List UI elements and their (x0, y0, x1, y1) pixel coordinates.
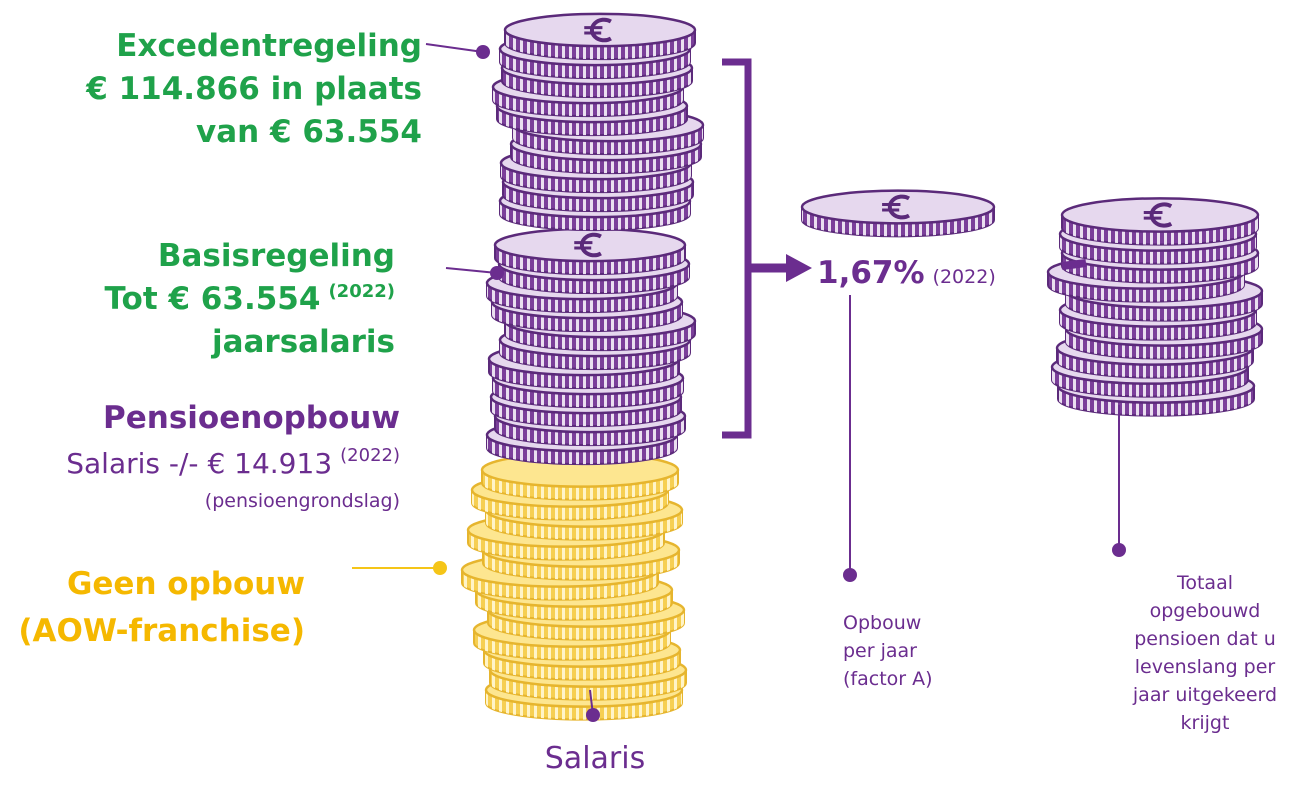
label: Tot € 63.554 (2022) (105, 281, 396, 317)
caption-line: (factor A) (843, 668, 933, 690)
dot (586, 708, 600, 722)
percentage: 1,67% (817, 255, 925, 291)
superscript: (2022) (328, 281, 395, 302)
label: Excedentregeling (116, 28, 422, 64)
superscript: (2022) (340, 445, 400, 466)
label: 1,67% (2022) (817, 255, 996, 291)
caption-line: jaar uitgekeerd (1132, 684, 1277, 706)
label: Salaris -/- € 14.913 (2022) (66, 445, 400, 480)
label: (2022) (933, 266, 996, 288)
caption-line: Opbouw (843, 612, 921, 634)
label: Pensioenopbouw (103, 400, 400, 436)
arrow-head (786, 254, 812, 282)
label: Basisregeling (158, 238, 395, 274)
label: Salaris (545, 741, 645, 776)
dot (433, 561, 447, 575)
caption-line: pensioen dat u (1134, 628, 1276, 650)
label: Tot € 63.554 (105, 281, 321, 317)
caption-line: krijgt (1181, 712, 1230, 734)
caption-line: opgebouwd (1150, 600, 1261, 622)
dot (1112, 543, 1126, 557)
label: van € 63.554 (196, 114, 422, 150)
label: € 114.866 in plaats (85, 71, 422, 107)
dot (476, 45, 490, 59)
caption: Totaal opgebouwd pensioen dat u levenslang … (1132, 572, 1277, 734)
caption: Opbouw per jaar (factor A) (843, 612, 933, 690)
label: Salaris -/- € 14.913 (66, 447, 332, 480)
dot (843, 568, 857, 582)
label: Geen opbouw (67, 566, 305, 602)
connector (446, 268, 497, 273)
caption-line: Totaal (1176, 572, 1233, 594)
caption-line: levenslang per (1135, 656, 1276, 678)
infographic: Excedentregeling € 114.866 in plaats van… (0, 0, 1301, 788)
bracket (722, 62, 748, 435)
label: (AOW-franchise) (18, 613, 305, 649)
arrow-stub (1062, 263, 1086, 266)
connector (426, 44, 483, 52)
label: jaarsalaris (210, 324, 395, 360)
caption-line: per jaar (843, 640, 917, 662)
label: (pensioengrondslag) (205, 490, 400, 512)
dot (490, 266, 504, 280)
